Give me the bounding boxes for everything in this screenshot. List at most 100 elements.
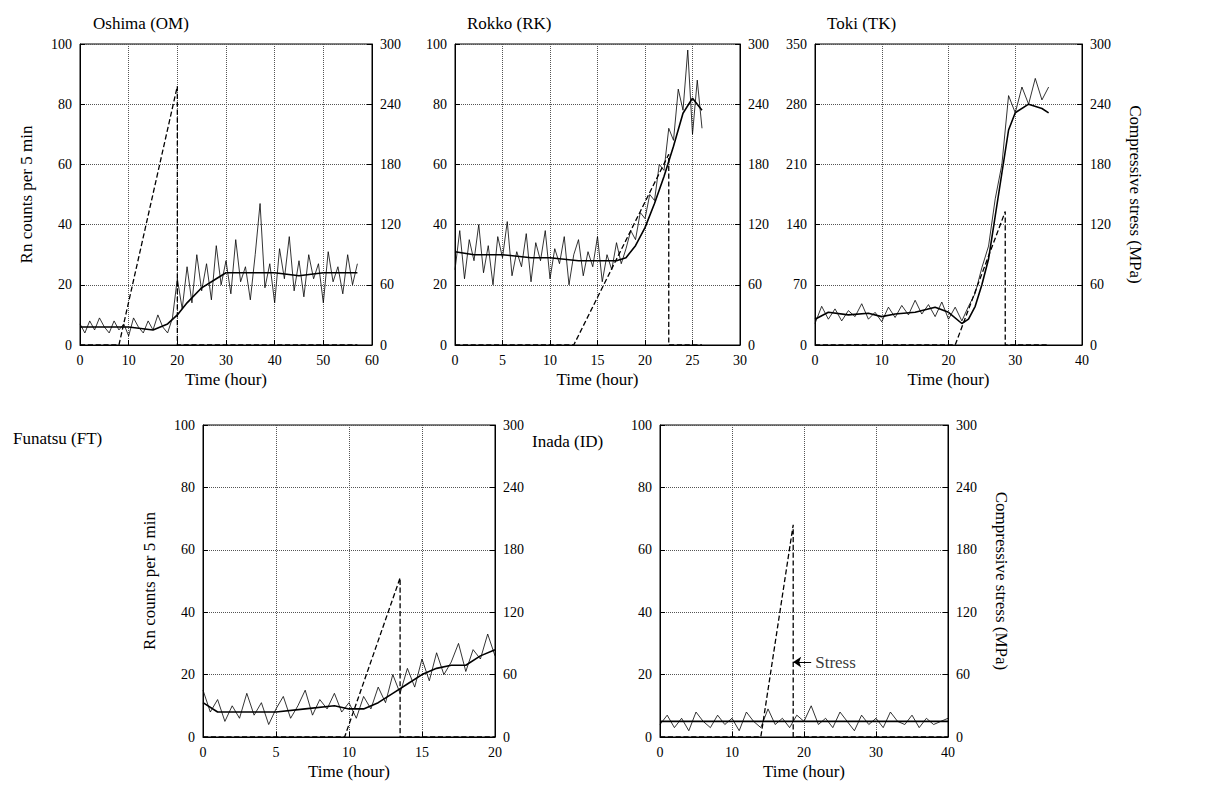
svg-text:30: 30 <box>733 353 747 368</box>
svg-text:Time (hour): Time (hour) <box>556 370 638 389</box>
svg-text:15: 15 <box>415 745 429 760</box>
svg-text:80: 80 <box>58 97 72 112</box>
svg-text:60: 60 <box>503 667 517 682</box>
svg-text:100: 100 <box>426 37 447 52</box>
svg-text:5: 5 <box>499 353 506 368</box>
svg-text:60: 60 <box>638 542 652 557</box>
svg-text:140: 140 <box>786 217 807 232</box>
svg-text:0: 0 <box>812 353 819 368</box>
svg-text:120: 120 <box>380 217 401 232</box>
svg-text:350: 350 <box>786 37 807 52</box>
svg-text:20: 20 <box>181 667 195 682</box>
svg-text:60: 60 <box>433 157 447 172</box>
svg-text:60: 60 <box>748 277 762 292</box>
svg-text:60: 60 <box>365 353 379 368</box>
svg-text:100: 100 <box>174 418 195 433</box>
svg-text:20: 20 <box>638 667 652 682</box>
svg-text:0: 0 <box>800 338 807 353</box>
svg-text:80: 80 <box>433 97 447 112</box>
svg-text:0: 0 <box>956 730 963 745</box>
svg-text:20: 20 <box>797 745 811 760</box>
svg-text:100: 100 <box>51 37 72 52</box>
svg-text:120: 120 <box>503 605 524 620</box>
svg-text:300: 300 <box>956 418 977 433</box>
svg-text:30: 30 <box>1008 353 1022 368</box>
svg-text:20: 20 <box>170 353 184 368</box>
svg-text:0: 0 <box>657 745 664 760</box>
svg-text:20: 20 <box>433 277 447 292</box>
svg-text:180: 180 <box>380 157 401 172</box>
svg-text:40: 40 <box>181 605 195 620</box>
svg-text:Funatsu (FT): Funatsu (FT) <box>13 429 102 448</box>
svg-text:300: 300 <box>1090 37 1111 52</box>
svg-text:180: 180 <box>956 542 977 557</box>
svg-text:60: 60 <box>380 277 394 292</box>
svg-text:20: 20 <box>638 353 652 368</box>
svg-text:80: 80 <box>181 480 195 495</box>
svg-text:5: 5 <box>273 745 280 760</box>
svg-text:20: 20 <box>942 353 956 368</box>
svg-text:20: 20 <box>58 277 72 292</box>
svg-text:240: 240 <box>956 480 977 495</box>
svg-text:0: 0 <box>452 353 459 368</box>
svg-text:0: 0 <box>65 338 72 353</box>
svg-text:300: 300 <box>380 37 401 52</box>
svg-text:240: 240 <box>380 97 401 112</box>
svg-text:Toki (TK): Toki (TK) <box>827 14 896 33</box>
svg-text:40: 40 <box>638 605 652 620</box>
svg-text:0: 0 <box>748 338 755 353</box>
svg-text:30: 30 <box>869 745 883 760</box>
svg-text:60: 60 <box>181 542 195 557</box>
svg-text:10: 10 <box>875 353 889 368</box>
svg-text:0: 0 <box>440 338 447 353</box>
svg-text:40: 40 <box>941 745 955 760</box>
svg-text:60: 60 <box>1090 277 1104 292</box>
svg-text:10: 10 <box>543 353 557 368</box>
svg-text:0: 0 <box>200 745 207 760</box>
svg-text:15: 15 <box>591 353 605 368</box>
svg-text:120: 120 <box>956 605 977 620</box>
svg-text:0: 0 <box>503 730 510 745</box>
svg-text:40: 40 <box>433 217 447 232</box>
svg-text:40: 40 <box>1075 353 1089 368</box>
svg-text:80: 80 <box>638 480 652 495</box>
svg-text:120: 120 <box>1090 217 1111 232</box>
svg-text:Compressive stress (MPa): Compressive stress (MPa) <box>992 492 1011 670</box>
svg-text:300: 300 <box>503 418 524 433</box>
svg-text:Rokko (RK): Rokko (RK) <box>467 14 552 33</box>
svg-text:Inada (ID): Inada (ID) <box>532 432 603 451</box>
svg-text:Time (hour): Time (hour) <box>763 762 845 781</box>
svg-text:0: 0 <box>77 353 84 368</box>
svg-text:Oshima (OM): Oshima (OM) <box>93 14 189 33</box>
svg-text:240: 240 <box>503 480 524 495</box>
svg-text:0: 0 <box>645 730 652 745</box>
svg-text:180: 180 <box>748 157 769 172</box>
svg-text:Time (hour): Time (hour) <box>185 370 267 389</box>
svg-text:10: 10 <box>342 745 356 760</box>
svg-text:40: 40 <box>58 217 72 232</box>
svg-text:Time (hour): Time (hour) <box>907 370 989 389</box>
svg-text:60: 60 <box>956 667 970 682</box>
svg-text:Stress: Stress <box>815 653 856 672</box>
svg-text:280: 280 <box>786 97 807 112</box>
svg-text:60: 60 <box>58 157 72 172</box>
svg-text:0: 0 <box>188 730 195 745</box>
svg-text:120: 120 <box>748 217 769 232</box>
svg-text:300: 300 <box>748 37 769 52</box>
svg-text:0: 0 <box>380 338 387 353</box>
svg-text:40: 40 <box>268 353 282 368</box>
svg-text:210: 210 <box>786 157 807 172</box>
svg-text:50: 50 <box>316 353 330 368</box>
svg-text:180: 180 <box>1090 157 1111 172</box>
svg-text:70: 70 <box>793 277 807 292</box>
svg-text:180: 180 <box>503 542 524 557</box>
svg-text:240: 240 <box>1090 97 1111 112</box>
svg-text:0: 0 <box>1090 338 1097 353</box>
svg-text:100: 100 <box>631 418 652 433</box>
svg-text:25: 25 <box>686 353 700 368</box>
svg-text:Time (hour): Time (hour) <box>308 762 390 781</box>
svg-text:Rn counts per 5 min: Rn counts per 5 min <box>140 512 159 650</box>
svg-text:240: 240 <box>748 97 769 112</box>
svg-text:20: 20 <box>488 745 502 760</box>
svg-text:10: 10 <box>725 745 739 760</box>
